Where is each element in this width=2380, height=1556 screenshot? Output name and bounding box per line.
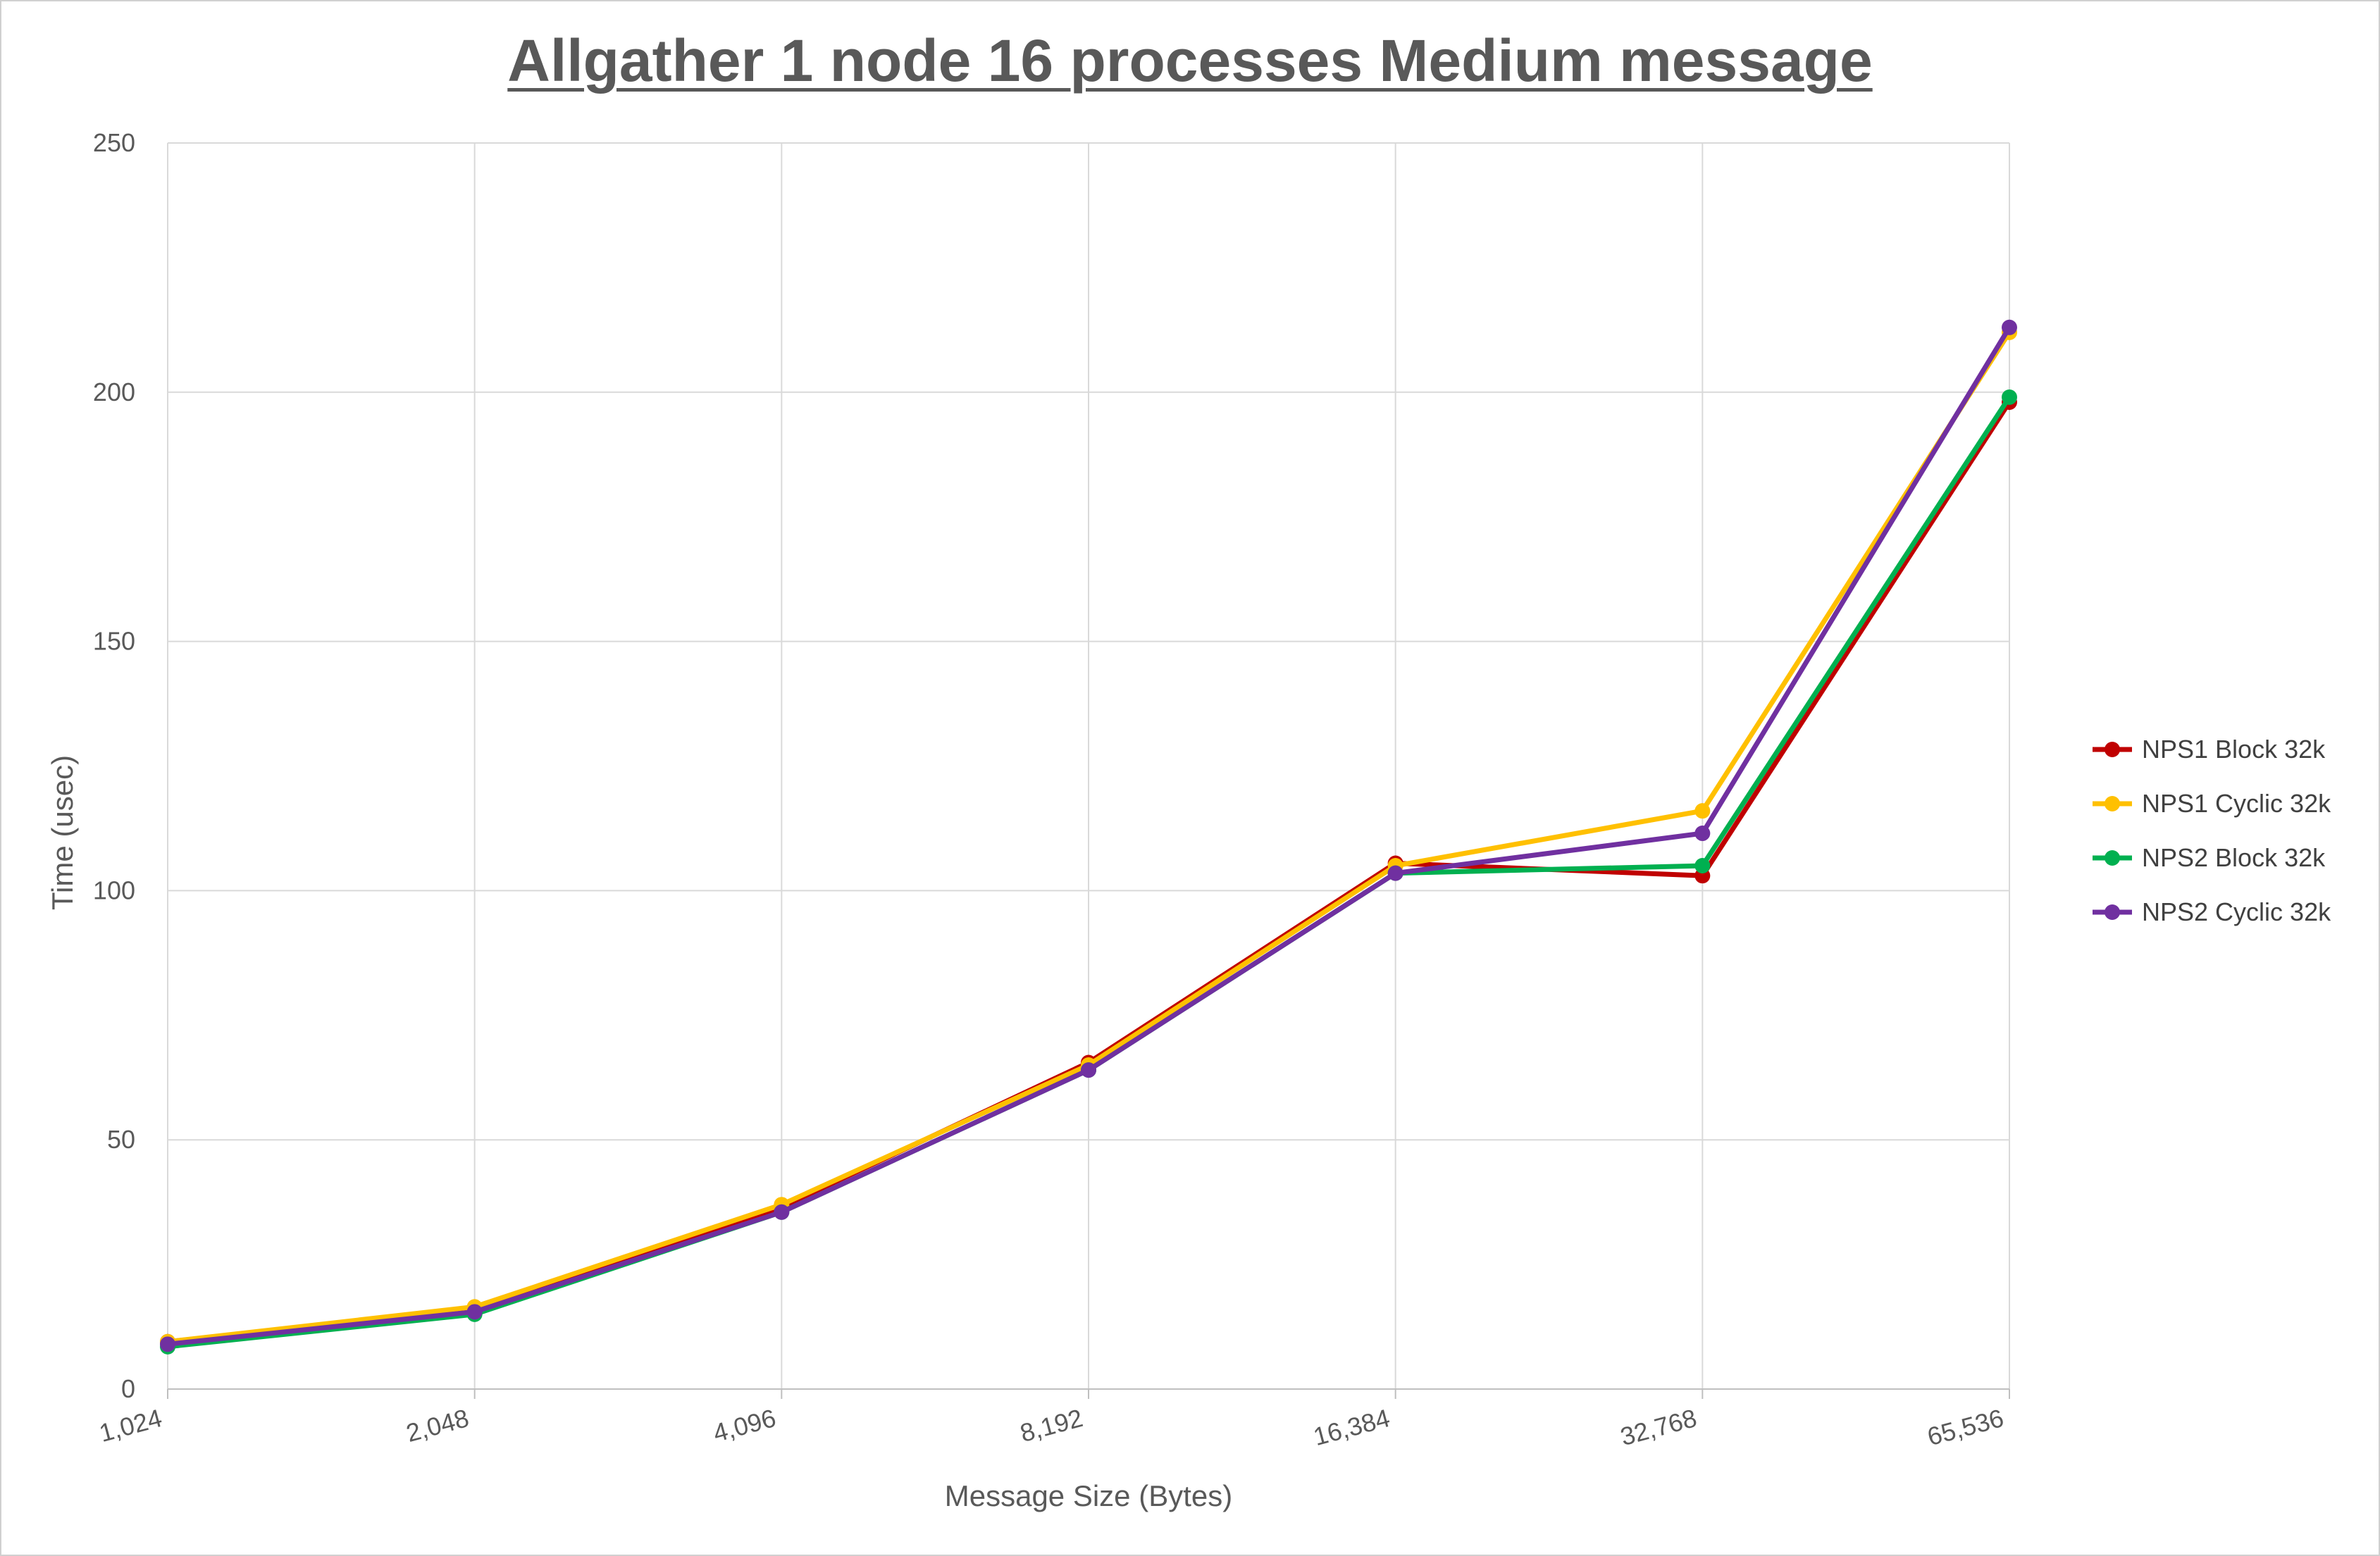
x-tick-label: 4,096 <box>710 1403 779 1448</box>
x-tick-label: 1,024 <box>96 1403 165 1448</box>
data-point <box>466 1304 483 1320</box>
data-point <box>160 1336 175 1352</box>
legend-marker <box>2105 904 2120 920</box>
data-point <box>1694 826 1711 842</box>
y-tick-label: 200 <box>93 378 135 406</box>
legend-marker <box>2105 850 2120 866</box>
data-point <box>2002 319 2017 335</box>
legend-label: NPS2 Block 32k <box>2142 843 2326 872</box>
y-tick-label: 50 <box>107 1125 135 1154</box>
x-tick-label: 2,048 <box>403 1403 472 1448</box>
y-axis-title: Time (usec) <box>46 755 79 910</box>
data-point <box>774 1204 790 1220</box>
x-axis-title: Message Size (Bytes) <box>945 1479 1232 1512</box>
axes: 0 50 100 150 200 250 1,024 2,048 4,096 8,192 16,38… <box>93 128 2010 1451</box>
y-tick-label: 150 <box>93 627 135 656</box>
legend-label: NPS1 Block 32k <box>2142 735 2326 764</box>
gridlines <box>167 142 2010 1390</box>
y-tick-label: 0 <box>121 1374 135 1403</box>
series-lines <box>160 319 2017 1355</box>
data-point <box>2002 389 2017 405</box>
x-tick-label: 32,768 <box>1617 1403 1699 1451</box>
legend-marker <box>2105 796 2120 811</box>
x-tick-label: 8,192 <box>1017 1403 1086 1448</box>
data-point <box>1694 858 1711 874</box>
y-tick-label: 250 <box>93 128 135 157</box>
legend-label: NPS1 Cyclic 32k <box>2142 789 2331 818</box>
data-point <box>1081 1062 1096 1078</box>
legend: NPS1 Block 32k NPS1 Cyclic 32k NPS2 Block … <box>2093 735 2331 926</box>
legend-marker <box>2105 742 2120 757</box>
legend-label: NPS2 Cyclic 32k <box>2142 897 2331 926</box>
x-tick-label: 65,536 <box>1924 1403 2007 1451</box>
data-point <box>1694 803 1711 819</box>
y-tick-label: 100 <box>93 876 135 904</box>
chart-title: Allgather 1 node 16 processes Medium mes… <box>507 27 1873 94</box>
data-point <box>1387 865 1403 881</box>
x-tick-label: 16,384 <box>1310 1403 1393 1451</box>
